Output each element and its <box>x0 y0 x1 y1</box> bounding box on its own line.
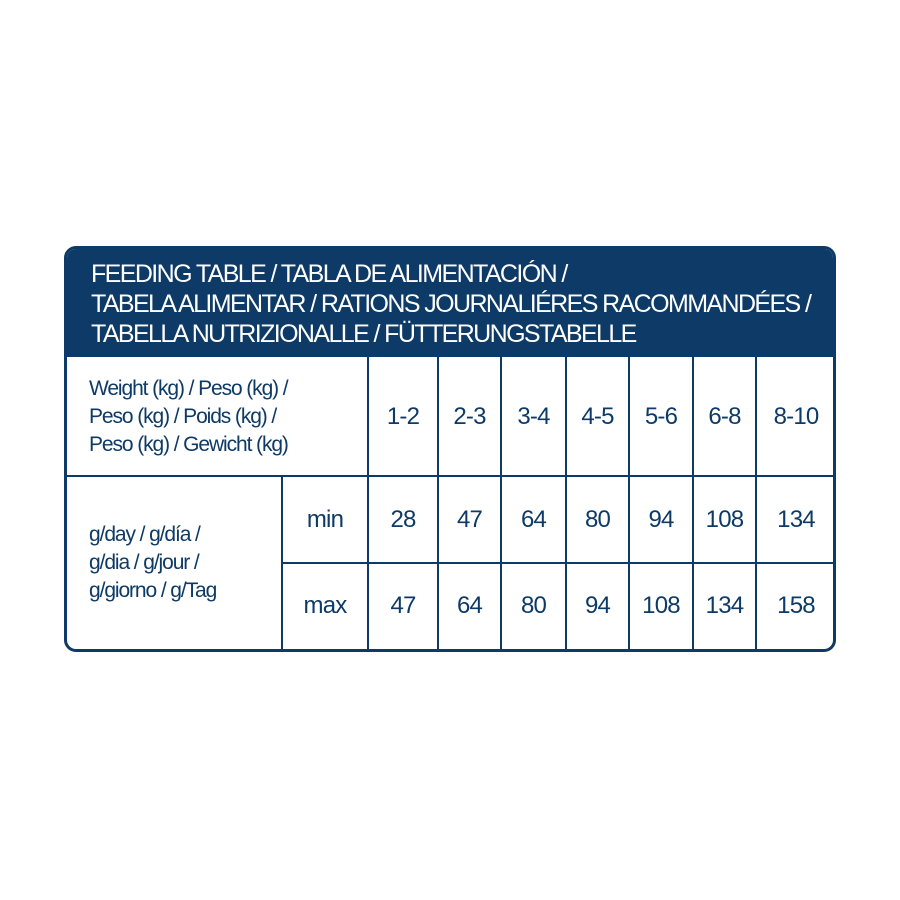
weight-range: 4-5 <box>581 402 614 430</box>
weight-label-line: Peso (kg) / Gewicht (kg) <box>89 432 289 456</box>
weight-range: 6-8 <box>708 402 741 430</box>
grams-value: 64 <box>520 505 547 533</box>
divider <box>281 476 283 649</box>
title-line: TABELLA NUTRIZIONALLE / FÜTTERUNGSTABELL… <box>91 320 637 348</box>
divider <box>67 475 833 477</box>
amount-label: g/day / g/día / g/dia / g/jour / g/giorn… <box>67 476 282 649</box>
divider <box>565 357 567 649</box>
amount-label-line: g/day / g/día / <box>89 522 201 546</box>
weight-range: 5-6 <box>644 402 678 430</box>
grams-value: 108 <box>705 505 744 533</box>
divider <box>282 562 833 564</box>
weight-label-line: Weight (kg) / Peso (kg) / <box>89 376 289 400</box>
row-label: max <box>303 592 348 619</box>
divider <box>367 357 369 649</box>
weight-label-line: Peso (kg) / Poids (kg) / <box>89 404 277 428</box>
weight-range: 1-2 <box>386 402 420 430</box>
grams-value: 134 <box>705 592 744 619</box>
divider <box>755 357 757 649</box>
row-label: min <box>306 505 344 533</box>
divider <box>692 357 694 649</box>
table-title: FEEDING TABLE / TABLA DE ALIMENTACIÓN / … <box>67 249 833 357</box>
grams-value: 64 <box>456 592 483 619</box>
grams-value: 47 <box>456 505 483 533</box>
grams-value: 80 <box>520 592 547 619</box>
weight-label: Weight (kg) / Peso (kg) / Peso (kg) / Po… <box>67 357 368 476</box>
title-line: TABELA ALIMENTAR / RATIONS JOURNALIÉRES … <box>91 290 812 318</box>
grams-value: 134 <box>777 505 815 533</box>
grams-value: 158 <box>777 592 815 619</box>
amount-label-line: g/dia / g/jour / <box>89 550 200 574</box>
title-line: FEEDING TABLE / TABLA DE ALIMENTACIÓN / <box>91 260 568 288</box>
divider <box>500 357 502 649</box>
grams-value: 47 <box>390 592 416 619</box>
grams-value: 94 <box>584 592 611 619</box>
grams-value: 28 <box>390 505 416 533</box>
divider <box>437 357 439 649</box>
weight-range: 3-4 <box>517 402 550 430</box>
grams-value: 94 <box>648 505 674 533</box>
amount-label-line: g/giorno / g/Tag <box>89 578 217 602</box>
grams-value: 108 <box>642 592 680 619</box>
weight-range: 2-3 <box>453 402 486 430</box>
weight-range: 8-10 <box>773 402 820 430</box>
feeding-table: FEEDING TABLE / TABLA DE ALIMENTACIÓN / … <box>64 246 836 652</box>
divider <box>628 357 630 649</box>
grams-value: 80 <box>584 505 611 533</box>
